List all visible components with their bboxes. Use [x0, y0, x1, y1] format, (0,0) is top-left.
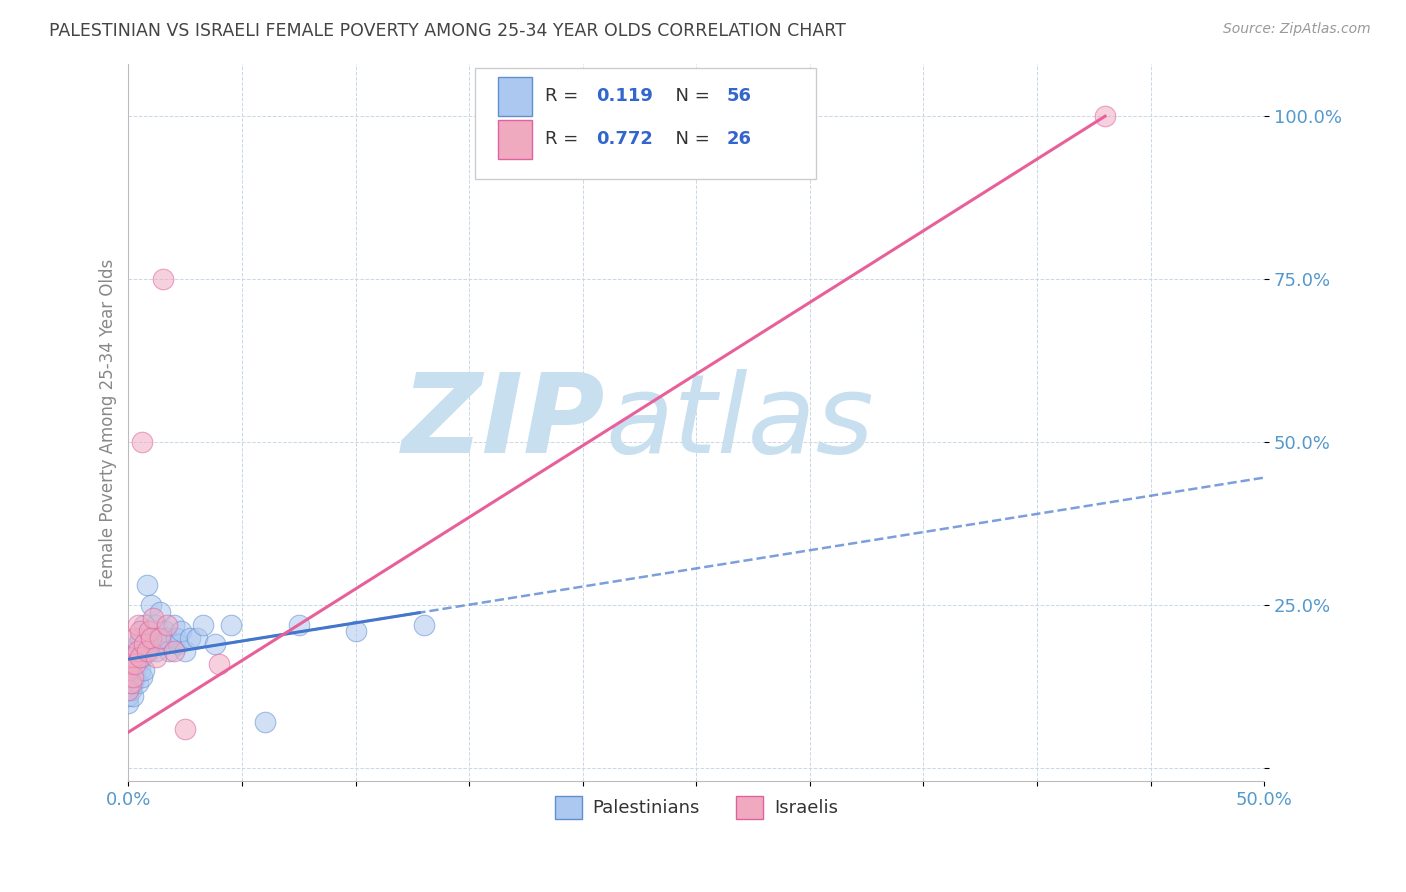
- Point: [131, 670, 153, 684]
- Point: [219, 617, 242, 632]
- Text: 26: 26: [727, 130, 752, 148]
- Point: [145, 650, 167, 665]
- Point: [179, 631, 201, 645]
- Point: [124, 657, 146, 671]
- Point: [131, 650, 153, 665]
- Point: [163, 643, 186, 657]
- Text: 0.119: 0.119: [596, 87, 654, 105]
- Point: [117, 682, 139, 697]
- Point: [149, 631, 172, 645]
- Point: [122, 650, 145, 665]
- Point: [142, 637, 165, 651]
- Point: [124, 657, 146, 671]
- Point: [174, 643, 197, 657]
- Legend: Palestinians, Israelis: Palestinians, Israelis: [547, 789, 845, 826]
- Point: [127, 617, 149, 632]
- Point: [120, 663, 142, 677]
- Point: [208, 657, 231, 671]
- Point: [122, 690, 145, 704]
- Point: [117, 682, 139, 697]
- Point: [117, 670, 139, 684]
- Point: [127, 657, 149, 671]
- Text: N =: N =: [665, 130, 716, 148]
- FancyBboxPatch shape: [498, 77, 531, 116]
- Point: [152, 272, 174, 286]
- Point: [120, 657, 142, 671]
- Point: [120, 682, 142, 697]
- Point: [141, 631, 163, 645]
- Point: [128, 663, 150, 677]
- Point: [134, 617, 156, 632]
- Point: [174, 722, 197, 736]
- Point: [149, 605, 172, 619]
- Point: [152, 637, 174, 651]
- Point: [117, 663, 139, 677]
- Point: [135, 643, 157, 657]
- Point: [141, 631, 163, 645]
- Point: [128, 650, 150, 665]
- Point: [120, 670, 142, 684]
- Text: 0.772: 0.772: [596, 130, 654, 148]
- Point: [127, 676, 149, 690]
- Text: ZIP: ZIP: [402, 369, 606, 476]
- Text: R =: R =: [546, 130, 585, 148]
- Point: [165, 631, 187, 645]
- Point: [146, 631, 169, 645]
- Point: [124, 670, 146, 684]
- Point: [124, 631, 146, 645]
- FancyBboxPatch shape: [475, 68, 815, 178]
- Point: [135, 578, 157, 592]
- Text: PALESTINIAN VS ISRAELI FEMALE POVERTY AMONG 25-34 YEAR OLDS CORRELATION CHART: PALESTINIAN VS ISRAELI FEMALE POVERTY AM…: [49, 22, 846, 40]
- Point: [117, 663, 139, 677]
- FancyBboxPatch shape: [498, 120, 531, 159]
- Point: [204, 637, 226, 651]
- Point: [134, 637, 156, 651]
- Point: [120, 676, 142, 690]
- Point: [1094, 109, 1116, 123]
- Point: [142, 611, 165, 625]
- Point: [124, 643, 146, 657]
- Text: R =: R =: [546, 87, 585, 105]
- Point: [127, 637, 149, 651]
- Point: [117, 690, 139, 704]
- Point: [134, 663, 156, 677]
- Point: [128, 650, 150, 665]
- Point: [186, 631, 208, 645]
- Point: [117, 676, 139, 690]
- Point: [122, 657, 145, 671]
- Point: [253, 715, 276, 730]
- Point: [135, 631, 157, 645]
- Point: [156, 617, 179, 632]
- Text: N =: N =: [665, 87, 716, 105]
- Point: [117, 696, 139, 710]
- Y-axis label: Female Poverty Among 25-34 Year Olds: Female Poverty Among 25-34 Year Olds: [100, 259, 117, 587]
- Point: [344, 624, 367, 639]
- Point: [122, 676, 145, 690]
- Point: [157, 643, 180, 657]
- Point: [145, 643, 167, 657]
- Text: 56: 56: [727, 87, 752, 105]
- Point: [138, 624, 160, 639]
- Point: [170, 624, 193, 639]
- Point: [122, 670, 145, 684]
- Point: [128, 631, 150, 645]
- Point: [138, 643, 160, 657]
- Point: [127, 643, 149, 657]
- Point: [134, 643, 156, 657]
- Point: [145, 617, 167, 632]
- Point: [167, 637, 190, 651]
- Point: [412, 617, 434, 632]
- Point: [141, 598, 163, 612]
- Text: atlas: atlas: [606, 369, 875, 476]
- Point: [128, 624, 150, 639]
- Text: Source: ZipAtlas.com: Source: ZipAtlas.com: [1223, 22, 1371, 37]
- Point: [131, 435, 153, 450]
- Point: [193, 617, 215, 632]
- Point: [122, 663, 145, 677]
- Point: [288, 617, 311, 632]
- Point: [156, 631, 179, 645]
- Point: [163, 617, 186, 632]
- Point: [120, 676, 142, 690]
- Point: [153, 624, 176, 639]
